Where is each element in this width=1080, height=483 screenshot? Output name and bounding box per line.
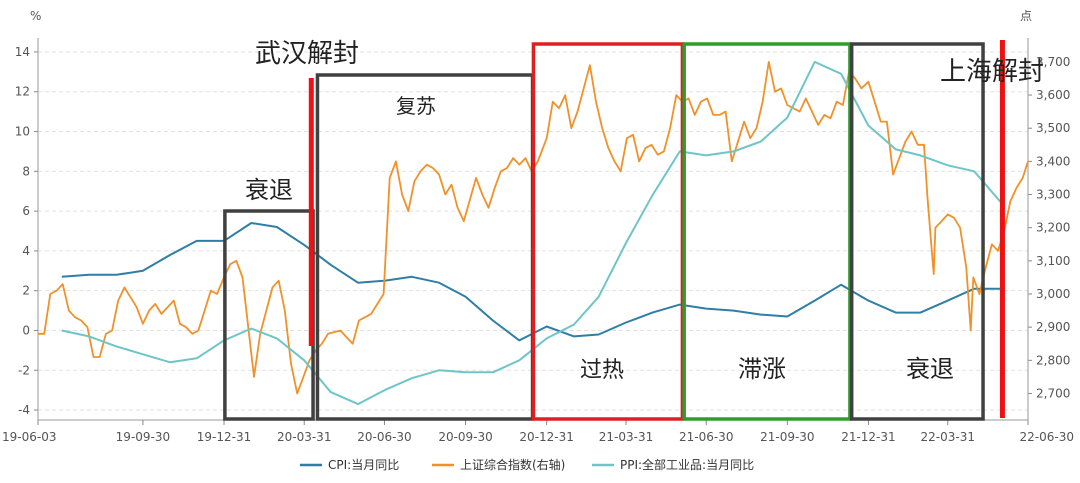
left-tick-label: -4 — [18, 403, 30, 417]
left-tick-label: 4 — [22, 244, 30, 258]
regime-label: 衰退 — [906, 355, 954, 383]
x-tick-label: 19-12-31 — [197, 430, 251, 444]
x-tick-label: 22-06-30 — [1020, 430, 1074, 444]
wuhan-label: 武汉解封 — [255, 39, 359, 69]
x-tick-label: 21-03-31 — [599, 430, 653, 444]
regime-label: 过热 — [580, 358, 624, 383]
right-tick-label: 3,400 — [1036, 154, 1070, 168]
x-tick-label: 19-09-30 — [116, 430, 170, 444]
legend: CPI:当月同比 上证综合指数(右轴) PPI:全部工业品:当月同比 — [300, 457, 754, 472]
axes: 14 12 10 8 6 4 2 0 -2 -4 3,700 3,600 3,500 3,400 3,300… — [2, 9, 1074, 444]
series-line-2 — [38, 61, 1029, 395]
left-tick-label: 6 — [22, 204, 30, 218]
right-tick-label: 3,300 — [1036, 188, 1070, 202]
x-tick-label: 19-06-03 — [2, 430, 56, 444]
grid-lines — [38, 51, 1028, 411]
right-tick-label: 3,500 — [1036, 121, 1070, 135]
regime-box — [682, 42, 852, 421]
right-tick-label: 2,700 — [1036, 386, 1070, 400]
right-tick-label: 3,700 — [1036, 55, 1070, 69]
left-tick-label: 2 — [22, 284, 30, 298]
x-tick-label: 20-09-30 — [438, 430, 492, 444]
right-tick-label: 2,900 — [1036, 320, 1070, 334]
x-tick-label: 20-12-31 — [519, 430, 573, 444]
right-tick-label: 3,000 — [1036, 287, 1070, 301]
right-tick-label: 3,600 — [1036, 88, 1070, 102]
regime-box — [849, 42, 985, 421]
regime-label: 衰退 — [245, 176, 293, 204]
x-tick-label: 21-09-30 — [760, 430, 814, 444]
regime-box — [531, 42, 685, 421]
legend-label: CPI:当月同比 — [328, 458, 399, 472]
x-tick-label: 20-06-30 — [357, 430, 411, 444]
left-tick-label: 12 — [15, 85, 30, 99]
regime-box — [315, 73, 535, 421]
right-tick-label: 3,100 — [1036, 254, 1070, 268]
left-tick-label: 8 — [22, 164, 30, 178]
shanghai-label: 上海解封 — [940, 57, 1044, 87]
left-tick-label: 0 — [22, 323, 30, 337]
regime-label: 复苏 — [396, 94, 436, 118]
left-tick-label: 10 — [15, 125, 30, 139]
right-tick-label: 2,800 — [1036, 353, 1070, 367]
left-tick-label: 14 — [15, 45, 30, 59]
x-tick-label: 21-06-30 — [679, 430, 733, 444]
x-tick-label: 21-12-31 — [841, 430, 895, 444]
legend-label: PPI:全部工业品:当月同比 — [620, 457, 754, 472]
legend-label: 上证综合指数(右轴) — [460, 457, 565, 472]
left-unit-label: % — [30, 9, 41, 23]
right-unit-label: 点 — [1020, 9, 1032, 23]
x-tick-label: 20-03-31 — [277, 430, 331, 444]
right-tick-label: 3,200 — [1036, 221, 1070, 235]
left-tick-label: -2 — [18, 363, 30, 377]
regime-label: 滞涨 — [738, 355, 786, 383]
x-tick-label: 22-03-31 — [921, 430, 975, 444]
